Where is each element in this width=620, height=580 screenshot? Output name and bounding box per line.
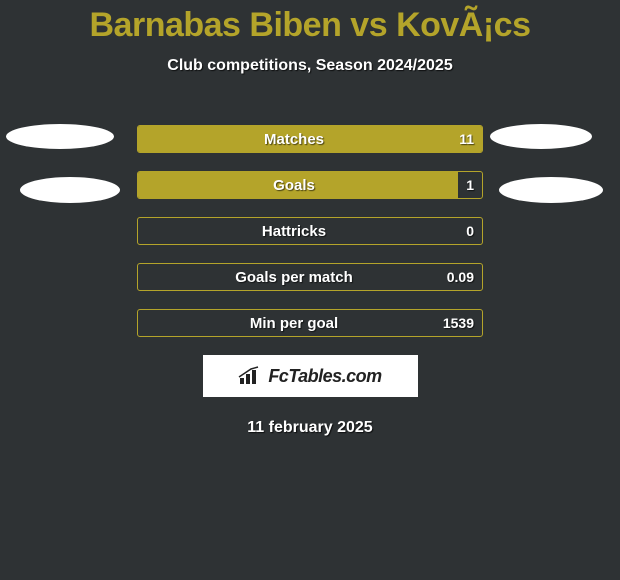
stat-fill [138, 172, 458, 198]
right-ellipse-2 [499, 177, 603, 203]
left-ellipse-2 [20, 177, 120, 203]
left-ellipse-1 [6, 124, 114, 149]
stat-row: Goals per match0.09 [137, 263, 483, 291]
page-title: Barnabas Biben vs KovÃ¡cs [0, 0, 620, 45]
logo-text: FcTables.com [268, 366, 381, 387]
stat-label: Goals per match [138, 269, 450, 286]
stat-label: Min per goal [138, 315, 450, 332]
stat-row: Hattricks 0 [137, 217, 483, 245]
stat-label: Hattricks [138, 223, 450, 240]
stats-chart: Matches11 Goals1 Hattricks 0 Goals per match… [137, 125, 483, 337]
stat-value: 0.09 [447, 269, 474, 285]
stat-row: Matches11 [137, 125, 483, 153]
logo-chart-icon [238, 366, 264, 386]
stat-row: Goals1 [137, 171, 483, 199]
right-ellipse-1 [490, 124, 592, 149]
stat-fill [138, 126, 482, 152]
stat-value: 1 [466, 177, 474, 193]
subtitle: Club competitions, Season 2024/2025 [0, 57, 620, 75]
stat-value: 1539 [443, 315, 474, 331]
stat-value: 11 [459, 131, 474, 147]
stat-row: Min per goal1539 [137, 309, 483, 337]
stat-value: 0 [466, 223, 474, 239]
date-text: 11 february 2025 [0, 419, 620, 437]
logo-badge: FcTables.com [203, 355, 418, 397]
